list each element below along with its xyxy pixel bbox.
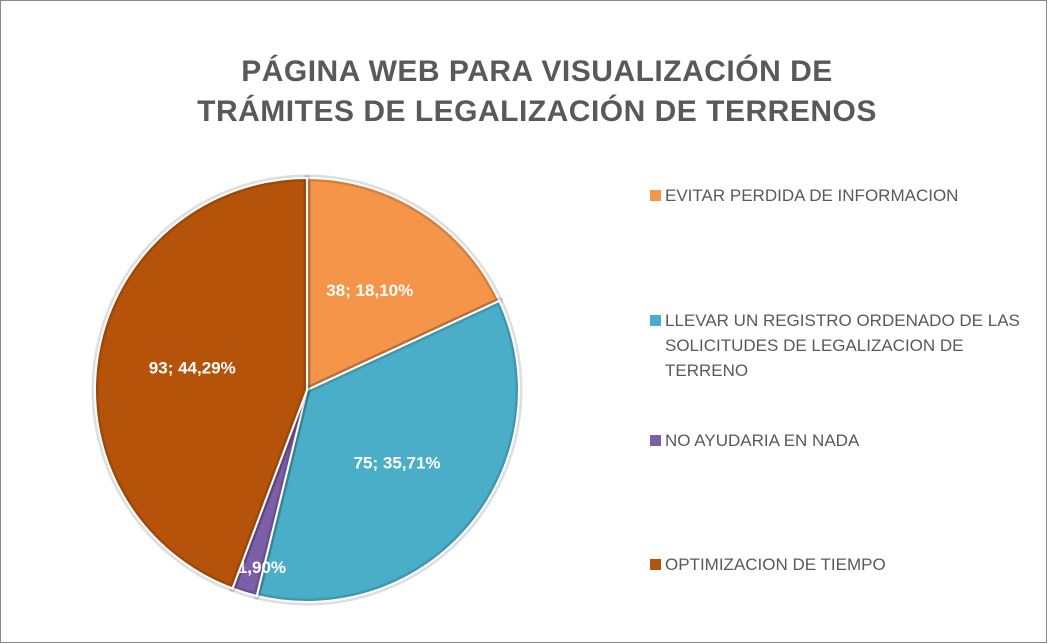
legend-label: EVITAR PERDIDA DE INFORMACION [665,186,959,205]
pie-slice-edge [94,176,308,590]
legend-swatch [650,190,661,201]
legend-label: OPTIMIZACION DE TIEMPO [665,555,886,574]
data-label: 38; 18,10% [326,281,413,300]
legend-swatch [650,315,661,326]
data-label: 75; 35,71% [354,454,441,473]
chart-title: PÁGINA WEB PARA VISUALIZACIÓN DE TRÁMITE… [197,55,877,128]
legend-swatch [650,559,661,570]
legend-label: NO AYUDARIA EN NADA [665,431,860,450]
data-label: 93; 44,29% [149,359,236,378]
legend-label: LLEVAR UN REGISTRO ORDENADO DE LAS SOLIC… [665,311,1020,380]
legend-swatch [650,435,661,446]
pie-slice-edge [306,176,501,392]
pie-slice-edge [255,299,520,603]
